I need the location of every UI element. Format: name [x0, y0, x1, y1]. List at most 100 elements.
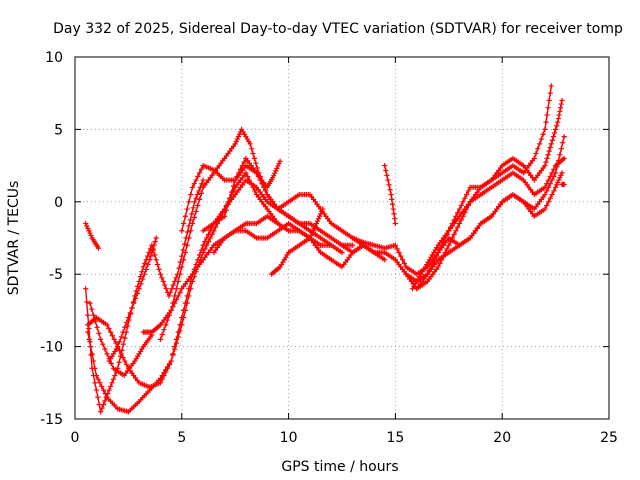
data-point — [153, 235, 159, 241]
data-point — [109, 333, 115, 339]
data-point — [186, 286, 192, 292]
data-point — [396, 249, 402, 256]
data-point — [198, 247, 204, 253]
data-point — [561, 155, 567, 161]
data-point — [391, 211, 397, 217]
data-point — [173, 286, 180, 292]
data-point — [549, 191, 555, 198]
data-point — [547, 90, 553, 96]
data-point — [163, 286, 169, 292]
data-point — [202, 239, 208, 245]
data-point — [84, 299, 90, 305]
data-point — [157, 271, 164, 277]
series-arc-4 — [85, 177, 334, 390]
data-point — [320, 206, 326, 212]
data-point — [83, 286, 89, 292]
data-point — [389, 196, 395, 202]
series-arc-12 — [268, 206, 326, 277]
data-point — [192, 199, 198, 205]
data-point — [197, 252, 203, 258]
data-point — [382, 257, 388, 263]
data-point — [273, 168, 279, 174]
data-point — [159, 331, 165, 338]
data-point — [200, 242, 206, 248]
data-point — [542, 163, 548, 169]
data-point — [149, 249, 155, 256]
data-point — [551, 166, 557, 172]
data-point — [398, 253, 404, 259]
data-point — [399, 257, 406, 263]
data-point — [382, 163, 388, 169]
data-point — [173, 275, 179, 281]
data-point — [97, 380, 103, 386]
data-point — [426, 267, 432, 274]
data-point — [164, 317, 171, 323]
data-point — [545, 105, 551, 111]
series-arc-3 — [83, 220, 102, 251]
data-point — [223, 207, 229, 213]
data-point — [542, 206, 548, 212]
y-tick-label: -15 — [40, 412, 63, 428]
data-point — [87, 230, 93, 236]
data-point — [93, 387, 99, 393]
data-point — [543, 159, 549, 165]
data-point — [207, 228, 213, 234]
data-point — [232, 177, 238, 183]
data-point — [446, 242, 452, 248]
data-point — [184, 206, 190, 212]
data-point — [551, 130, 558, 136]
data-point — [428, 264, 434, 270]
y-tick-label: 10 — [45, 50, 63, 66]
data-point — [386, 182, 392, 188]
data-point — [553, 184, 559, 190]
data-point — [166, 362, 172, 368]
data-point — [559, 170, 565, 176]
series-line — [87, 179, 332, 388]
data-point — [544, 112, 550, 118]
data-point — [147, 257, 153, 263]
data-point — [531, 155, 537, 161]
data-point — [188, 228, 194, 234]
data-point — [100, 387, 107, 393]
data-point — [96, 330, 102, 336]
data-point — [179, 253, 185, 259]
data-point — [237, 166, 244, 172]
data-point — [95, 376, 101, 382]
data-point — [175, 329, 181, 335]
data-point — [180, 220, 187, 227]
data-point — [318, 211, 324, 217]
data-point — [132, 295, 139, 301]
data-point — [350, 242, 356, 248]
data-point — [195, 202, 201, 209]
data-point — [556, 177, 562, 183]
data-point — [182, 249, 188, 256]
data-point — [157, 336, 164, 342]
data-point — [100, 341, 106, 347]
data-point — [319, 208, 325, 215]
data-point — [173, 296, 180, 303]
data-point — [547, 173, 553, 180]
data-point — [227, 195, 233, 201]
data-point — [236, 170, 242, 176]
data-point — [561, 134, 567, 140]
data-point — [458, 202, 464, 209]
data-point — [458, 217, 464, 223]
data-point — [388, 191, 394, 198]
data-point — [193, 177, 199, 183]
x-axis-title: GPS time / hours — [281, 459, 398, 475]
data-point — [98, 336, 104, 342]
data-point — [187, 217, 193, 223]
data-point — [548, 83, 554, 89]
data-point — [120, 354, 126, 361]
data-point — [456, 220, 463, 227]
data-point — [83, 220, 89, 227]
y-axis-title: SDTVAR / TECUs — [6, 181, 22, 296]
data-point — [462, 195, 468, 201]
data-point — [544, 181, 550, 187]
data-point — [274, 165, 280, 172]
series-group — [83, 83, 567, 415]
data-point — [134, 290, 140, 297]
data-point — [88, 344, 94, 350]
data-point — [164, 365, 171, 371]
data-point — [200, 177, 206, 183]
